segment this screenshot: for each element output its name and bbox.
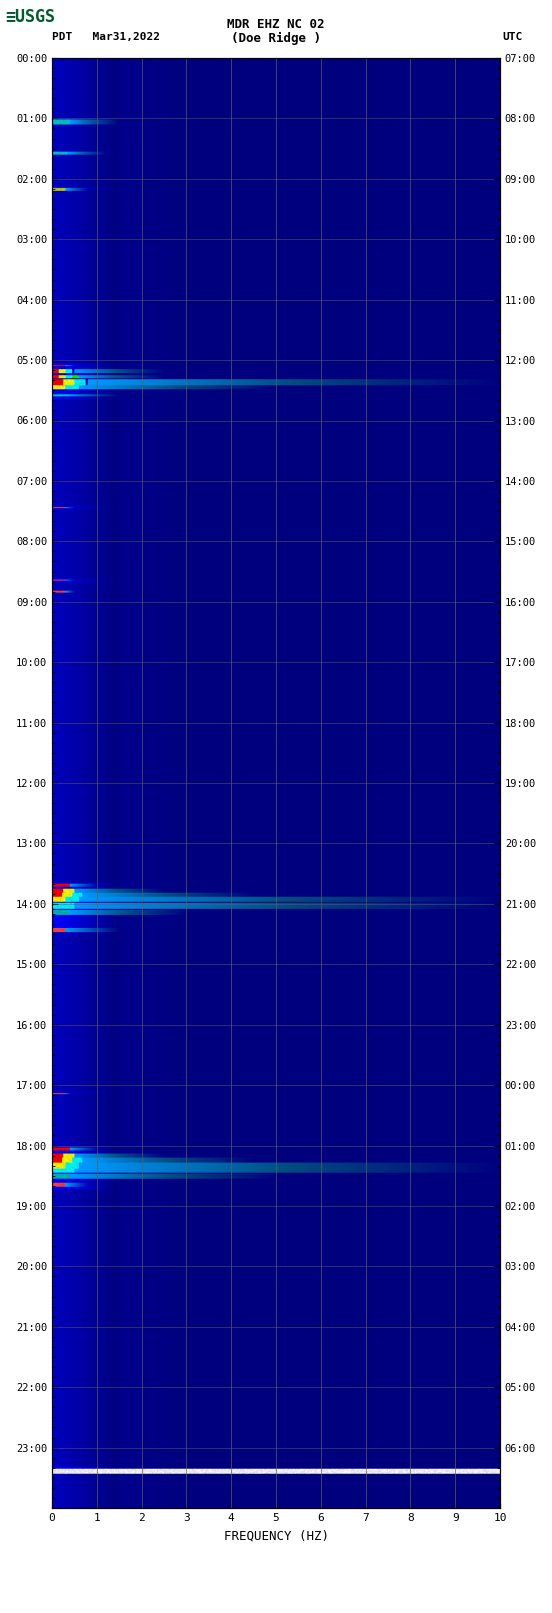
Text: UTC: UTC <box>503 32 523 42</box>
Text: MDR EHZ NC 02: MDR EHZ NC 02 <box>227 18 325 31</box>
Text: PDT   Mar31,2022: PDT Mar31,2022 <box>52 32 160 42</box>
X-axis label: FREQUENCY (HZ): FREQUENCY (HZ) <box>224 1529 328 1542</box>
Text: (Doe Ridge ): (Doe Ridge ) <box>231 32 321 45</box>
Text: ≡USGS: ≡USGS <box>6 8 56 26</box>
